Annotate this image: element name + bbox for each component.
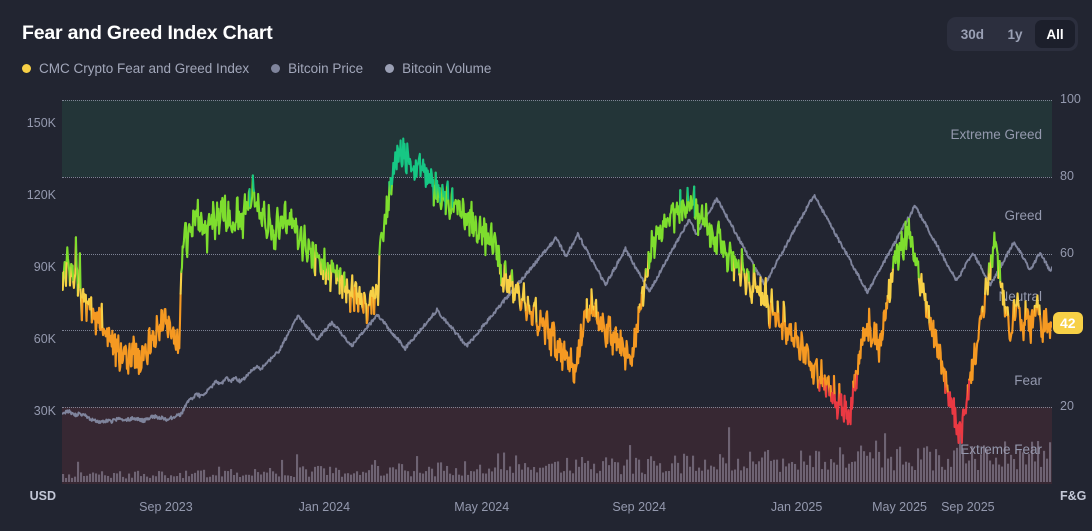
x-axis-tick: Sep 2024: [612, 500, 666, 514]
range-button-30d[interactable]: 30d: [950, 20, 995, 48]
y-axis-right-tick: 60: [1060, 245, 1074, 260]
zone-label-greed: Greed: [1004, 208, 1042, 224]
chart-header: Fear and Greed Index Chart 30d 1y All: [0, 0, 1092, 56]
zone-label-extreme-fear: Extreme Fear: [960, 442, 1042, 458]
series-layer: [62, 137, 1052, 482]
zone-band-extreme-greed: [62, 100, 1052, 177]
x-axis-tick: Sep 2023: [139, 500, 193, 514]
gridline: [62, 100, 1052, 101]
y-axis-right-tick: 100: [1060, 92, 1081, 106]
time-range-selector[interactable]: 30d 1y All: [946, 17, 1078, 51]
legend-item-2[interactable]: Bitcoin Volume: [385, 61, 491, 76]
range-button-all[interactable]: All: [1035, 20, 1075, 48]
zone-label-neutral: Neutral: [998, 288, 1042, 304]
page-title: Fear and Greed Index Chart: [22, 22, 273, 44]
fear-greed-index-line: [62, 137, 1052, 444]
y-axis-right-label: F&G: [1060, 489, 1087, 503]
x-axis-tick: Jan 2025: [770, 500, 823, 514]
bitcoin-volume-bars: [62, 421, 1052, 482]
zone-label-fear: Fear: [1014, 373, 1042, 389]
x-axis-tick: May 2024: [454, 500, 510, 514]
current-value-badge: 42: [1053, 311, 1083, 334]
bitcoin-price-line: [62, 194, 1052, 424]
y-axis-left-tick: 120K: [26, 188, 56, 202]
y-axis-left-tick: 150K: [26, 116, 56, 130]
gridline: [62, 407, 1052, 409]
legend-label: CMC Crypto Fear and Greed Index: [39, 61, 250, 76]
legend-label: Bitcoin Price: [288, 61, 364, 76]
dot-icon: [271, 64, 281, 73]
y-axis-right-tick: 80: [1060, 168, 1074, 183]
chart-plot-area: Extreme Greed Greed Neutral Fear Extreme Fea…: [0, 92, 1092, 531]
chart-canvas[interactable]: Extreme Greed Greed Neutral Fear Extreme Fea…: [62, 100, 1052, 484]
chart-legend: CMC Crypto Fear and Greed Index Bitcoin P…: [22, 61, 491, 76]
y-axis-right-tick: 20: [1060, 399, 1074, 414]
y-axis-left-tick: 60K: [33, 332, 56, 346]
legend-item-0[interactable]: CMC Crypto Fear and Greed Index: [22, 61, 249, 76]
range-button-1y[interactable]: 1y: [995, 20, 1035, 48]
gridline: [62, 176, 1052, 178]
x-axis-tick: Jan 2024: [298, 500, 351, 514]
x-axis-tick: May 2025: [872, 500, 927, 514]
y-axis-left-label: USD: [29, 489, 56, 503]
y-axis-left-tick: 30K: [33, 404, 56, 418]
gridline: [62, 253, 1052, 255]
y-axis-left-tick: 90K: [33, 260, 56, 274]
legend-label: Bitcoin Volume: [402, 61, 492, 76]
legend-item-1[interactable]: Bitcoin Price: [271, 61, 363, 76]
zone-label-extreme-greed: Extreme Greed: [950, 127, 1042, 143]
x-axis-tick: Sep 2025: [941, 500, 995, 514]
dot-icon: [22, 64, 31, 73]
dot-icon: [385, 64, 395, 73]
gridline: [62, 330, 1052, 332]
